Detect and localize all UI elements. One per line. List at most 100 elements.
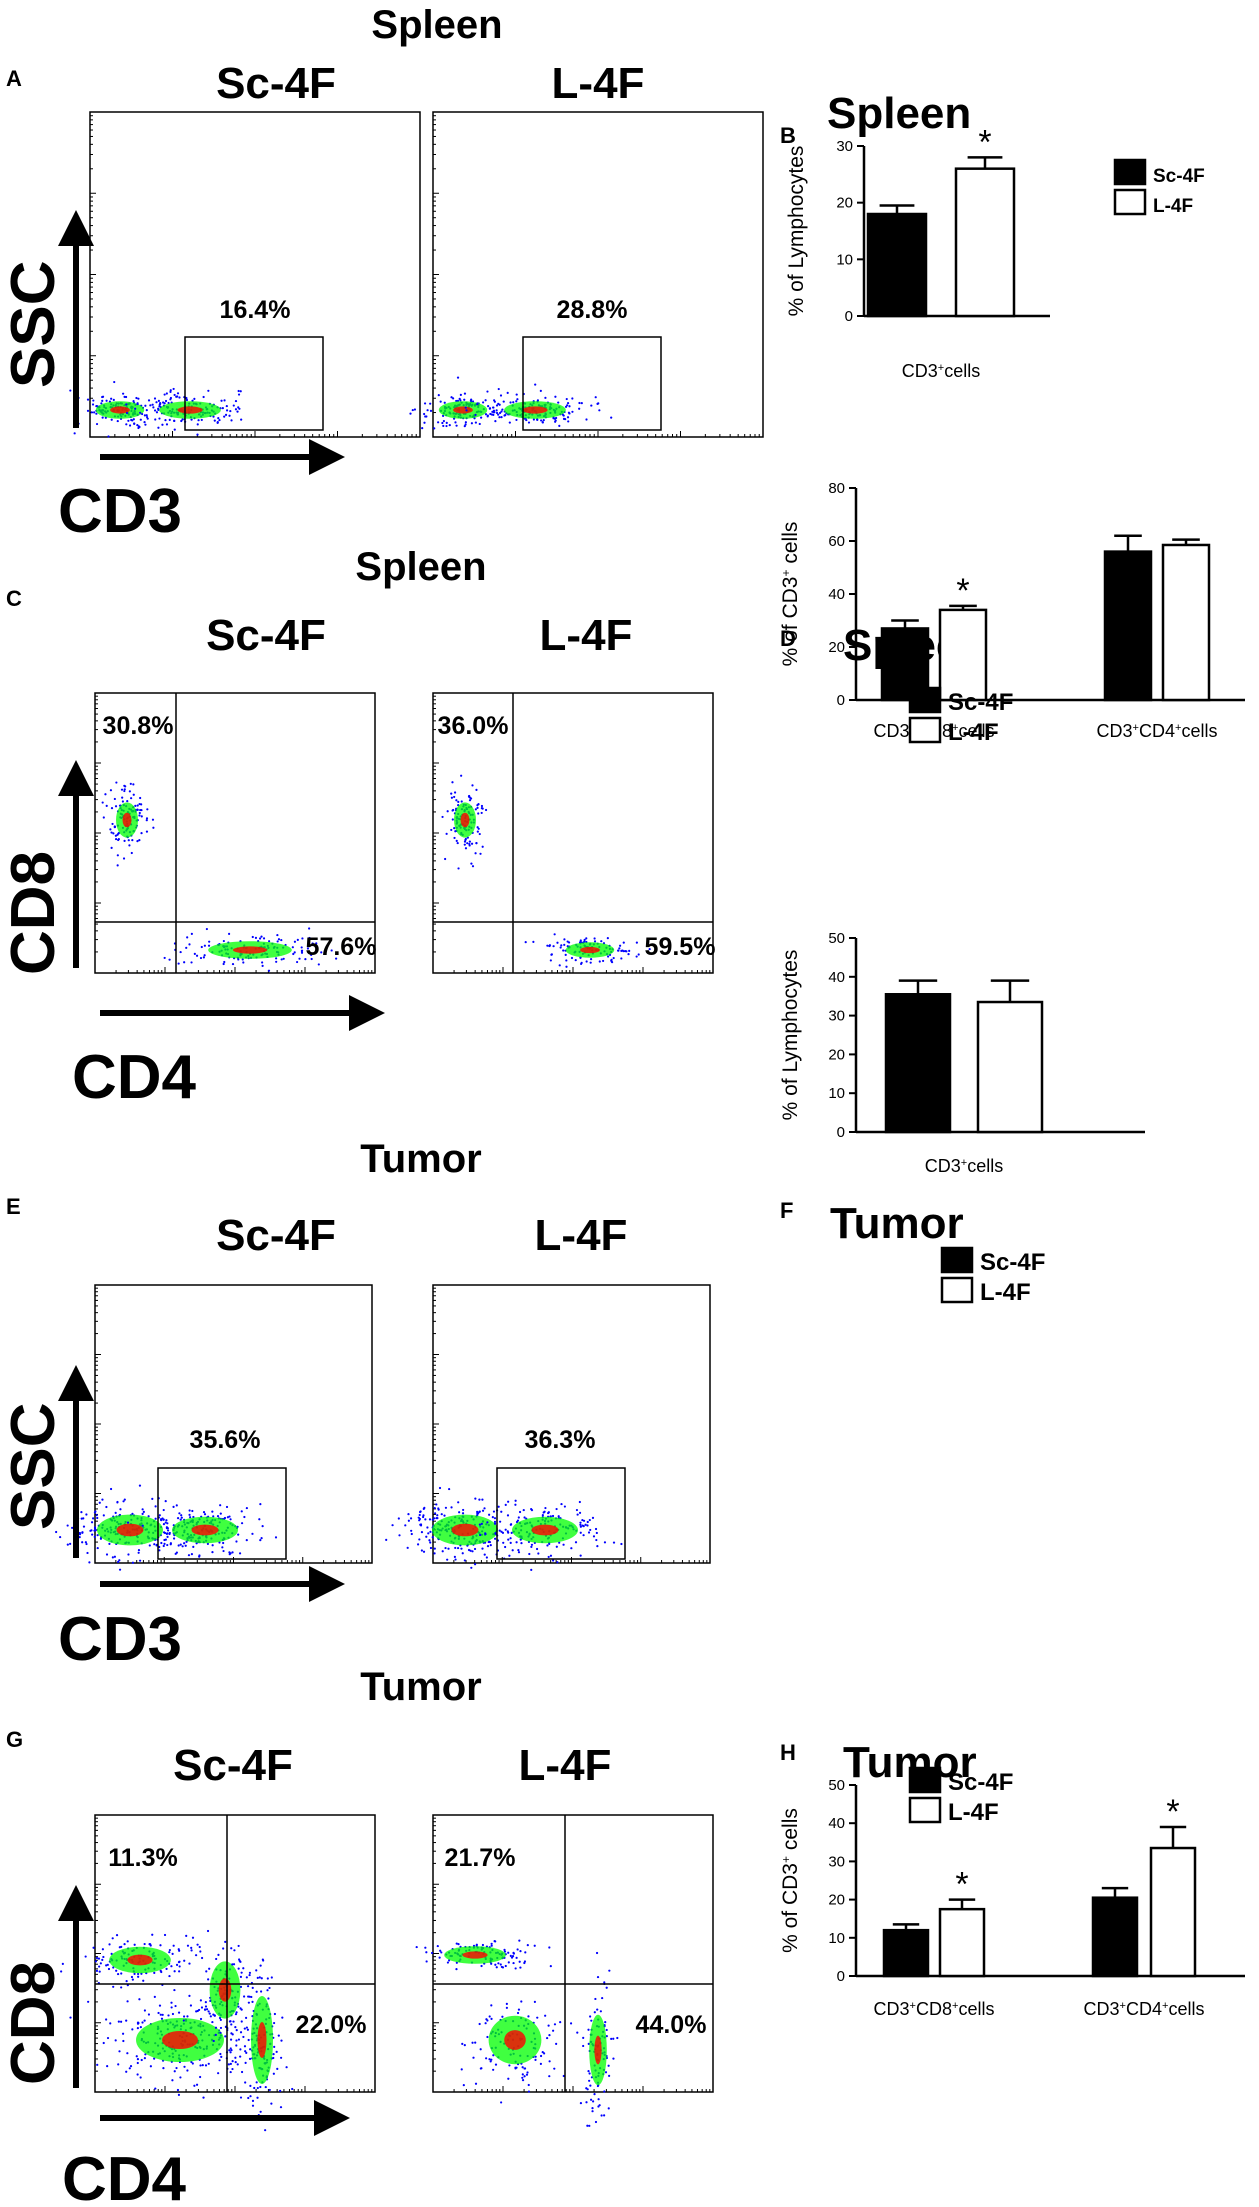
density-dot bbox=[159, 1944, 162, 1947]
density-dot bbox=[171, 2079, 174, 2082]
density-dot bbox=[455, 399, 458, 403]
density-dot bbox=[114, 805, 118, 808]
density-dot bbox=[435, 1503, 438, 1506]
density-dot bbox=[126, 799, 129, 803]
density-dot bbox=[209, 2015, 212, 2018]
density-dot bbox=[300, 951, 304, 954]
density-dot bbox=[211, 2020, 214, 2024]
density-dot bbox=[478, 1510, 481, 1513]
gate-value-c-sc4f-cd8: 30.8% bbox=[103, 712, 174, 740]
density-dot bbox=[163, 956, 166, 960]
density-dot bbox=[186, 2015, 189, 2018]
density-dot bbox=[253, 2086, 256, 2090]
density-dot bbox=[219, 1504, 222, 1507]
density-dot bbox=[478, 1523, 482, 1526]
density-dot bbox=[152, 406, 155, 409]
density-dot bbox=[320, 951, 323, 954]
density-dot bbox=[115, 1969, 118, 1972]
legend-swatch bbox=[908, 716, 942, 744]
density-dot bbox=[481, 1943, 485, 1947]
density-dot bbox=[123, 1943, 126, 1946]
density-dot bbox=[610, 2037, 613, 2040]
density-dot bbox=[461, 1512, 465, 1515]
legend-label: Sc-4F bbox=[948, 689, 1013, 716]
density-dot bbox=[232, 404, 235, 407]
density-dot bbox=[440, 1951, 443, 1954]
density-dot bbox=[510, 1523, 513, 1526]
density-dot bbox=[548, 2075, 551, 2078]
density-dot bbox=[245, 1976, 248, 1979]
density-dot bbox=[433, 1517, 436, 1520]
density-dot bbox=[459, 393, 462, 397]
density-dot bbox=[177, 2093, 181, 2096]
significance-star: * bbox=[1166, 1793, 1179, 1831]
density-dot bbox=[198, 2008, 201, 2012]
density-dot bbox=[587, 1531, 591, 1534]
density-dot bbox=[588, 2072, 591, 2075]
chart-title: Tumor bbox=[830, 1199, 964, 1248]
axis-label-e-ssc: SSC bbox=[0, 1403, 68, 1530]
density-peak bbox=[116, 1523, 144, 1537]
density-dot bbox=[228, 1515, 231, 1518]
bar-l-4f bbox=[938, 608, 988, 702]
density-dot bbox=[196, 433, 199, 436]
density-dot bbox=[125, 403, 128, 406]
density-dot bbox=[114, 834, 117, 837]
density-dot bbox=[200, 2006, 204, 2009]
density-dot bbox=[429, 409, 433, 412]
density-dot bbox=[607, 955, 610, 958]
density-dot bbox=[457, 867, 460, 870]
density-dot bbox=[494, 1963, 497, 1966]
density-dot bbox=[99, 1537, 103, 1540]
density-dot bbox=[249, 2084, 252, 2088]
density-dot bbox=[219, 2052, 222, 2056]
density-dot bbox=[193, 397, 196, 400]
density-dot bbox=[508, 1554, 511, 1557]
density-dot bbox=[526, 2071, 529, 2074]
density-dot bbox=[521, 2076, 524, 2079]
density-peak bbox=[162, 2031, 198, 2049]
density-dot bbox=[49, 1968, 52, 1971]
density-dot bbox=[501, 2015, 504, 2018]
density-dot bbox=[574, 1541, 578, 1544]
density-dot bbox=[145, 409, 148, 412]
section-title-c: Spleen bbox=[355, 545, 486, 589]
density-dot bbox=[259, 1539, 262, 1542]
legend-swatch bbox=[908, 1766, 942, 1794]
density-dot bbox=[493, 400, 496, 403]
density-dot bbox=[280, 2039, 283, 2042]
density-dot bbox=[158, 1514, 161, 1517]
density-dot bbox=[520, 2000, 523, 2003]
density-dot bbox=[109, 789, 113, 792]
density-dot bbox=[570, 956, 574, 960]
density-dot bbox=[200, 945, 203, 949]
density-dot bbox=[179, 2076, 182, 2079]
density-dot bbox=[199, 2017, 203, 2021]
density-dot bbox=[530, 1545, 533, 1548]
density-dot bbox=[550, 953, 553, 956]
density-dot bbox=[455, 1942, 458, 1945]
density-dot bbox=[134, 407, 137, 410]
density-dot bbox=[231, 2067, 234, 2071]
density-dot bbox=[178, 1960, 181, 1963]
density-dot bbox=[514, 1967, 517, 1970]
density-dot bbox=[463, 1559, 466, 1562]
density-dot bbox=[184, 1544, 187, 1547]
density-dot bbox=[480, 804, 484, 808]
density-dot bbox=[91, 1533, 94, 1536]
density-dot bbox=[97, 1957, 101, 1960]
density-dot bbox=[460, 774, 463, 777]
density-dot bbox=[428, 1518, 432, 1521]
y-tick-label: 50 bbox=[828, 1777, 845, 1794]
density-dot bbox=[618, 947, 621, 950]
density-dot bbox=[133, 422, 136, 425]
density-dot bbox=[215, 1957, 218, 1961]
density-dot bbox=[90, 1521, 94, 1524]
density-dot bbox=[546, 1544, 549, 1547]
density-dot bbox=[136, 2061, 139, 2065]
density-dot bbox=[127, 839, 130, 842]
density-dot bbox=[173, 419, 176, 423]
density-dot bbox=[102, 1955, 105, 1959]
density-dot bbox=[211, 1544, 214, 1547]
density-dot bbox=[136, 2073, 139, 2076]
